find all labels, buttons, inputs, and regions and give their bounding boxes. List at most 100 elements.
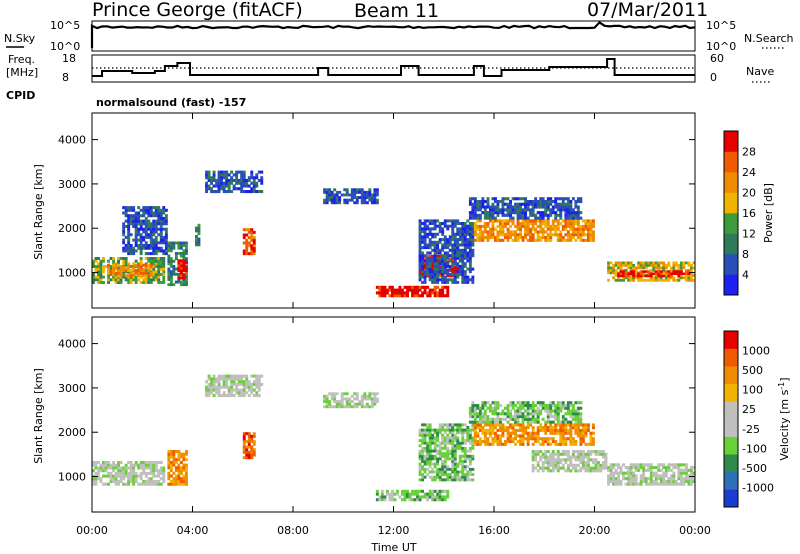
velocity-echo-cell	[443, 436, 447, 440]
power-echo-cell	[531, 205, 535, 209]
power-echo-cell	[144, 216, 148, 220]
velocity-echo-cell	[519, 428, 523, 432]
power-echo-cell	[255, 184, 259, 188]
power-echo-cell	[142, 263, 146, 267]
power-echo-cell	[516, 197, 520, 201]
velocity-echo-cell	[549, 401, 553, 405]
velocity-echo-cell	[443, 444, 447, 448]
velocity-echo-cell	[692, 474, 696, 478]
velocity-echo-cell	[119, 474, 123, 478]
time-x-axis: 00:00 04:00 08:00 12:00 16:00 20:00 00:00	[76, 113, 711, 537]
power-echo-cell	[147, 263, 151, 267]
power-echo-cell	[247, 230, 251, 234]
power-echo-cell	[388, 285, 392, 289]
velocity-echo-cell	[182, 469, 186, 473]
power-echo-cell	[458, 248, 462, 252]
velocity-echo-cell	[549, 431, 553, 435]
velocity-echo-cell	[247, 388, 251, 392]
power-echo-cell	[102, 275, 105, 279]
velocity-echo-cell	[134, 480, 138, 484]
velocity-echo-cell	[99, 463, 103, 467]
power-echo-cell	[446, 285, 450, 289]
velocity-echo-cell	[499, 442, 502, 446]
velocity-echo-cell	[426, 444, 430, 448]
power-echo-cell	[149, 227, 153, 231]
power-echo-cell	[607, 268, 611, 272]
velocity-echo-cell	[421, 428, 425, 432]
velocity-echo-cell	[448, 439, 452, 443]
velocity-echo-cell	[551, 420, 555, 424]
power-echo-cell	[569, 202, 573, 206]
velocity-echo-cell	[546, 458, 550, 462]
power-echo-cell	[468, 254, 472, 258]
velocity-echo-cell	[421, 431, 425, 435]
power-echo-cell	[549, 200, 553, 204]
power-echo-cell	[129, 244, 133, 248]
velocity-echo-cell	[428, 475, 432, 479]
power-echo-cell	[423, 243, 427, 247]
power-echo-cell	[468, 259, 472, 263]
power-echo-cell	[159, 211, 163, 215]
velocity-echo-cell	[345, 400, 349, 403]
power-echo-cell	[581, 233, 585, 237]
velocity-echo-cell	[509, 415, 513, 419]
power-echo-cell	[461, 275, 465, 279]
power-echo-cell	[471, 230, 475, 234]
power-echo-cell	[99, 267, 103, 271]
velocity-echo-cell	[556, 415, 560, 419]
power-echo-cell	[197, 237, 201, 241]
power-echo-cell	[576, 197, 580, 201]
power-echo-cell	[483, 211, 487, 215]
velocity-echo-cell	[443, 495, 447, 499]
power-echo-cell	[426, 246, 430, 250]
power-echo-cell	[433, 280, 437, 284]
power-echo-cell	[423, 288, 427, 292]
power-echo-cell	[250, 244, 254, 248]
velocity-echo-cell	[564, 412, 568, 416]
velocity-echo-cell	[561, 452, 565, 456]
power-echo-cell	[461, 235, 465, 239]
power-echo-cell	[534, 222, 538, 226]
power-echo-cell	[443, 285, 447, 289]
power-echo-cell	[360, 188, 364, 192]
power-echo-cell	[629, 266, 633, 270]
power-echo-cell	[154, 249, 158, 253]
velocity-echo-cell	[521, 401, 525, 405]
velocity-echo-cell	[453, 454, 457, 458]
power-echo-cell	[368, 188, 372, 192]
velocity-echo-cell	[496, 437, 500, 441]
power-echo-cell	[132, 249, 136, 253]
power-echo-cell	[185, 271, 188, 275]
power-echo-cell	[521, 208, 525, 212]
velocity-echo-cell	[669, 477, 673, 481]
power-echo-cell	[127, 278, 131, 282]
velocity-echo-cell	[690, 482, 693, 486]
velocity-echo-cell	[506, 437, 510, 441]
power-echo-cell	[609, 266, 613, 270]
velocity-echo-cell	[247, 434, 251, 438]
power-echo-cell	[685, 268, 688, 272]
velocity-echo-cell	[423, 457, 427, 461]
power-echo-cell	[463, 243, 467, 247]
power-echo-cell	[468, 240, 472, 244]
power-echo-cell	[132, 271, 136, 275]
power-echo-cell	[617, 278, 621, 282]
velocity-echo-cell	[446, 423, 450, 427]
velocity-echo-cell	[521, 406, 525, 410]
velocity-echo-cell	[629, 468, 633, 472]
velocity-echo-cell	[504, 417, 507, 421]
power-echo-cell	[456, 262, 460, 266]
power-echo-cell	[624, 261, 628, 265]
velocity-echo-cell	[524, 437, 528, 441]
power-echo-cell	[240, 173, 244, 177]
velocity-echo-cell	[182, 482, 186, 486]
velocity-echo-cell	[144, 482, 148, 486]
velocity-echo-cell	[642, 463, 646, 467]
power-echo-cell	[486, 205, 490, 209]
velocity-echo-cell	[436, 452, 440, 456]
power-echo-cell	[576, 227, 580, 231]
power-echo-cell	[546, 238, 550, 242]
power-echo-cell	[541, 200, 545, 204]
power-echo-cell	[215, 184, 219, 188]
power-echo-cell	[134, 281, 138, 284]
